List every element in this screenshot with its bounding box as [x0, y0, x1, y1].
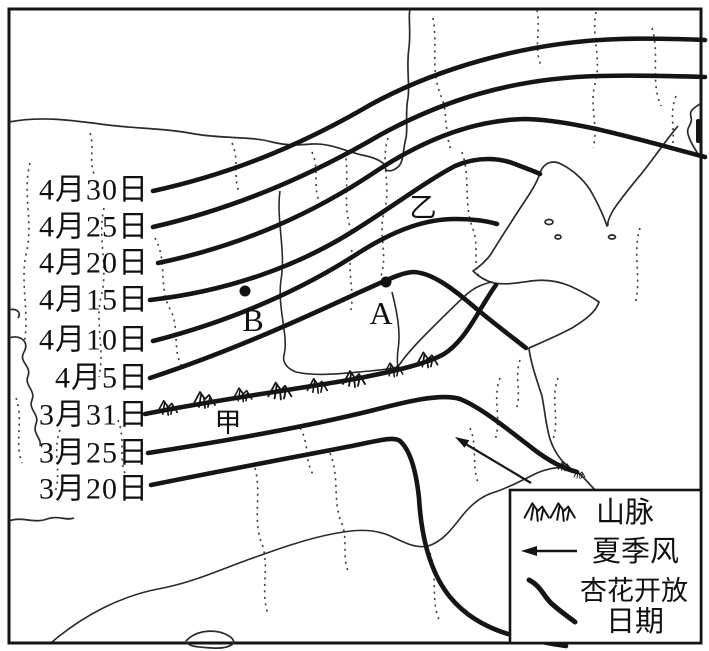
point-a-label: A: [369, 295, 392, 331]
legend-blossom-label-line1: 杏花开放: [580, 576, 688, 606]
rivers: [51, 190, 576, 643]
isoline-label-apr-25: 4月25日: [39, 211, 149, 244]
isoline-label-apr-30: 4月30日: [39, 174, 149, 207]
legend-blossom-label-line2: 日期: [606, 606, 664, 638]
isoline-mar-25: [145, 394, 580, 475]
isoline-label-apr-05: 4月5日: [55, 362, 149, 395]
legend-mountain-label: 山脉: [596, 496, 654, 529]
point-b: B: [239, 285, 264, 338]
national-boundary: [8, 9, 411, 172]
region-label-jia: 甲: [215, 408, 242, 438]
isoline-apr-15: [147, 156, 543, 303]
isoline-mar-20: [148, 436, 569, 649]
coastline: [472, 103, 701, 493]
legend: 山脉 夏季风 杏花开放 日期: [508, 488, 703, 645]
summer-monsoon-arrow: [455, 437, 532, 484]
isoline-label-mar-20: 3月20日: [39, 473, 149, 506]
point-b-marker: [239, 285, 251, 297]
western-boundary-detail: [8, 308, 21, 319]
isoline-apr-25: [150, 73, 708, 230]
isoline-date-labels: 4月30日 4月25日 4月20日 4月15日 4月10日 4月5日 3月31日…: [39, 174, 149, 506]
isoline-label-mar-25: 3月25日: [39, 437, 149, 470]
isoline-label-apr-10: 4月10日: [39, 324, 149, 357]
south-west-river: [8, 516, 75, 522]
point-a: A: [369, 276, 393, 331]
legend-monsoon-arrow-icon: [521, 546, 577, 556]
legend-isoline-icon: [526, 577, 578, 625]
western-boundary: [8, 336, 42, 447]
region-label-yi: 乙: [410, 193, 437, 223]
isoline-label-apr-20: 4月20日: [39, 247, 149, 280]
isoline-apr-20: [155, 116, 708, 266]
lake-outline: [185, 630, 235, 649]
legend-monsoon-label: 夏季风: [592, 535, 679, 568]
isoline-label-mar-31: 3月31日: [39, 399, 149, 432]
isoline-apr-10: [150, 216, 500, 344]
point-b-label: B: [242, 302, 263, 338]
isoline-label-apr-15: 4月15日: [39, 284, 149, 317]
isoline-apr-30: [150, 36, 708, 194]
isoline-apr-05: [147, 269, 529, 381]
point-a-marker: [380, 276, 392, 288]
